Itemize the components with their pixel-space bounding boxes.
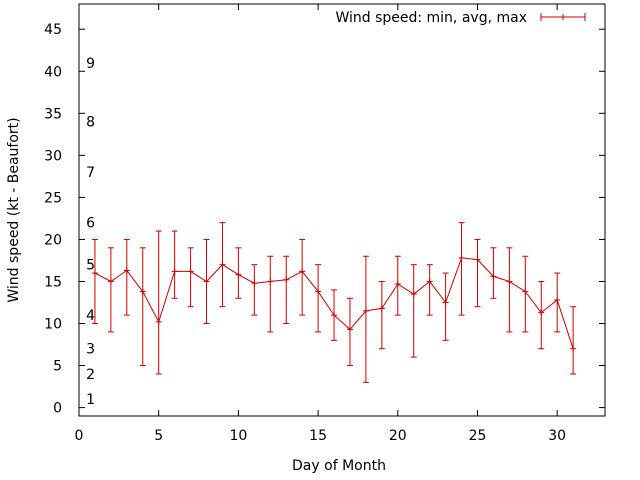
x-tick-label: 25 (469, 428, 487, 444)
y-tick-label: 40 (44, 64, 62, 80)
series-group (91, 222, 577, 383)
y-tick-label: 30 (44, 148, 62, 164)
beaufort-label: 5 (86, 258, 95, 274)
x-tick-label: 15 (309, 428, 327, 444)
x-axis-label: Day of Month (292, 458, 386, 474)
beaufort-labels: 1 2 3 4 5 6 7 8 9 (86, 56, 95, 408)
legend-sample (540, 13, 586, 21)
y-tick-label: 15 (44, 274, 62, 290)
x-tick-label: 30 (548, 428, 566, 444)
y-tick-label: 35 (44, 106, 62, 122)
x-tick-label: 5 (154, 428, 163, 444)
y-tick-label: 25 (44, 190, 62, 206)
beaufort-label: 3 (86, 342, 95, 358)
beaufort-label: 8 (86, 115, 95, 131)
y-axis-label: Wind speed (kt - Beaufort) (6, 117, 22, 302)
beaufort-label: 6 (86, 216, 95, 232)
y-tick-label: 0 (53, 401, 62, 417)
beaufort-label: 2 (86, 367, 95, 383)
beaufort-label: 7 (86, 165, 95, 181)
y-tick-label: 20 (44, 232, 62, 248)
x-tick-label: 10 (229, 428, 247, 444)
beaufort-label: 9 (86, 56, 95, 72)
y-tick-label: 10 (44, 317, 62, 333)
legend-label: Wind speed: min, avg, max (335, 10, 527, 26)
beaufort-label: 4 (86, 308, 95, 324)
y-tick-label: 45 (44, 22, 62, 38)
x-axis: 0 5 10 15 20 25 30 (75, 4, 566, 444)
y-tick-label: 5 (53, 359, 62, 375)
x-tick-label: 20 (389, 428, 407, 444)
beaufort-label: 1 (86, 392, 95, 408)
x-tick-label: 0 (75, 428, 84, 444)
legend: Wind speed: min, avg, max (335, 10, 586, 26)
plot-frame (78, 3, 606, 417)
